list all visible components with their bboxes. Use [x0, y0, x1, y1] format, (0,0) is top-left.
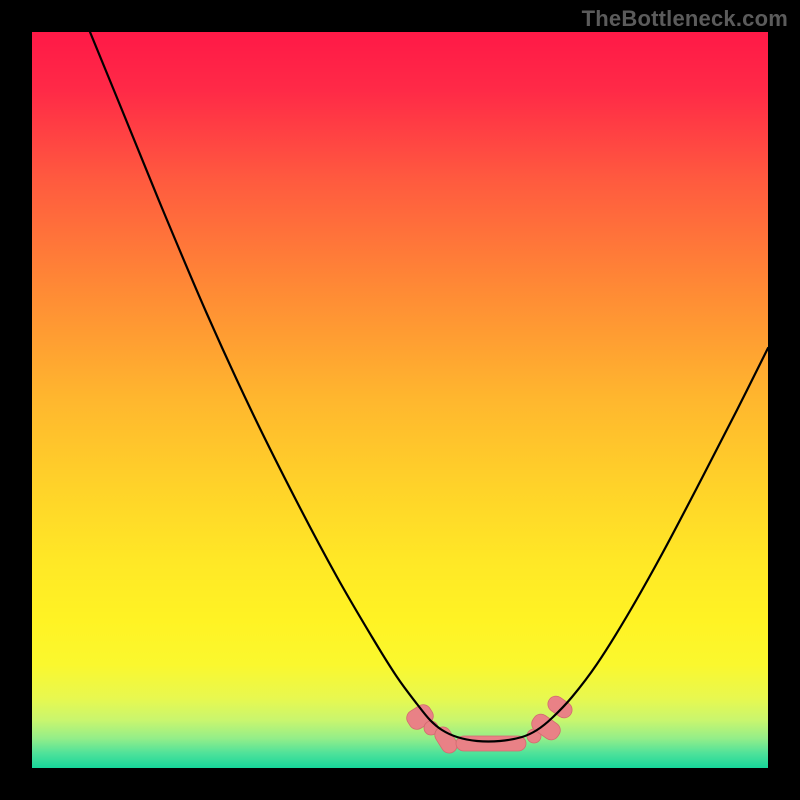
outer-frame: TheBottleneck.com	[0, 0, 800, 800]
beads-group	[404, 693, 576, 756]
watermark-text: TheBottleneck.com	[582, 6, 788, 32]
plot-area	[32, 32, 768, 768]
bottleneck-curve	[90, 32, 768, 742]
curve-layer	[32, 32, 768, 768]
